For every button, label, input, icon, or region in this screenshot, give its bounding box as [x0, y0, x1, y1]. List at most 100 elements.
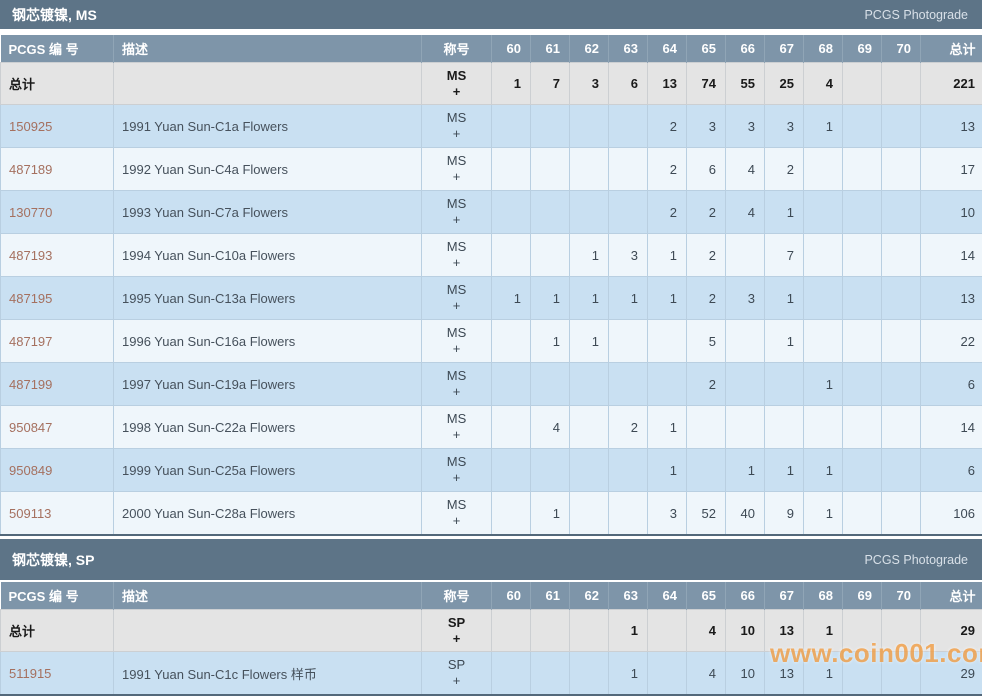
- grade-count: 3: [570, 63, 609, 105]
- total-column-header: 总计: [921, 35, 982, 63]
- pcgs-number-link[interactable]: 150925: [1, 105, 114, 148]
- description-column-header: 描述: [114, 35, 422, 63]
- grade-count: 1: [648, 277, 687, 320]
- grade-count: [804, 191, 843, 234]
- pcgs-number-link[interactable]: 950847: [1, 406, 114, 449]
- pcgs-number-link[interactable]: 487195: [1, 277, 114, 320]
- row-total-count: 10: [921, 191, 982, 234]
- grade-count: [531, 105, 570, 148]
- grade-column-header: 68: [804, 35, 843, 63]
- pcgs-number-link[interactable]: 487193: [1, 234, 114, 277]
- pcgs-number-link[interactable]: 511915: [1, 652, 114, 696]
- row-total-count: 13: [921, 277, 982, 320]
- grade-count: [726, 406, 765, 449]
- grade-count: [570, 610, 609, 652]
- grade-count: 1: [570, 320, 609, 363]
- grade-count: 1: [765, 449, 804, 492]
- grade-column-header: 64: [648, 582, 687, 610]
- grade-count: 1: [804, 652, 843, 696]
- pcgs-photograde-link[interactable]: PCGS Photograde: [864, 553, 968, 567]
- grade-column-header: 60: [492, 35, 531, 63]
- grade-count: [843, 610, 882, 652]
- plus-designation: +: [422, 169, 491, 185]
- grade-count: [882, 105, 921, 148]
- row-total-count: 14: [921, 406, 982, 449]
- grade-count: 9: [765, 492, 804, 536]
- description-cell: 1999 Yuan Sun-C25a Flowers: [114, 449, 422, 492]
- description-cell: 1991 Yuan Sun-C1a Flowers: [114, 105, 422, 148]
- plus-designation: +: [422, 298, 491, 314]
- grade-count: [804, 320, 843, 363]
- designation-cell: MS+: [422, 320, 492, 363]
- grade-count: [609, 105, 648, 148]
- grade-count: [726, 234, 765, 277]
- grade-count: [492, 234, 531, 277]
- pcgs-number-link[interactable]: 487197: [1, 320, 114, 363]
- grade-count: [843, 320, 882, 363]
- description-cell: 1997 Yuan Sun-C19a Flowers: [114, 363, 422, 406]
- grade-count: [492, 191, 531, 234]
- row-total-count: 14: [921, 234, 982, 277]
- grade-count: 7: [765, 234, 804, 277]
- row-total-count: 13: [921, 105, 982, 148]
- section-header-bar: 钢芯镀镍, SP PCGS Photograde: [0, 539, 982, 580]
- grade-count: 74: [687, 63, 726, 105]
- designation-label: SP: [422, 657, 491, 673]
- grade-count: 3: [609, 234, 648, 277]
- grade-count: 40: [726, 492, 765, 536]
- plus-designation: +: [422, 384, 491, 400]
- grade-count: [648, 363, 687, 406]
- description-cell: 1992 Yuan Sun-C4a Flowers: [114, 148, 422, 191]
- grade-count: [492, 610, 531, 652]
- designation-cell: MS+: [422, 277, 492, 320]
- pcgs-number-link[interactable]: 487189: [1, 148, 114, 191]
- grade-count: [687, 406, 726, 449]
- grade-count: [531, 363, 570, 406]
- designation-label: MS: [422, 368, 491, 384]
- description-column-header: 描述: [114, 582, 422, 610]
- grade-count: [648, 320, 687, 363]
- grade-count: [882, 277, 921, 320]
- grade-count: [492, 652, 531, 696]
- designation-label: MS: [422, 196, 491, 212]
- pcgs-number-link[interactable]: 487199: [1, 363, 114, 406]
- grade-count: 2: [648, 148, 687, 191]
- grade-count: 1: [570, 234, 609, 277]
- grade-count: 1: [648, 406, 687, 449]
- grade-column-header: 65: [687, 582, 726, 610]
- designation-cell: MS+: [422, 363, 492, 406]
- pcgs-number-link[interactable]: 130770: [1, 191, 114, 234]
- grade-count: 5: [687, 320, 726, 363]
- row-total-count: 29: [921, 652, 982, 696]
- pcgs-number-column-header: PCGS 编 号: [1, 35, 114, 63]
- grade-count: [492, 406, 531, 449]
- grade-count: [492, 148, 531, 191]
- grade-column-header: 65: [687, 35, 726, 63]
- grade-column-header: 61: [531, 35, 570, 63]
- grade-column-header: 62: [570, 35, 609, 63]
- grade-count: [726, 320, 765, 363]
- grade-count: [843, 63, 882, 105]
- pcgs-number-link[interactable]: 950849: [1, 449, 114, 492]
- grade-count: [843, 105, 882, 148]
- grade-count: 2: [687, 277, 726, 320]
- grade-column-header: 67: [765, 582, 804, 610]
- grade-count: [843, 148, 882, 191]
- plus-designation: +: [422, 126, 491, 142]
- grade-count: [882, 652, 921, 696]
- pcgs-photograde-link[interactable]: PCGS Photograde: [864, 8, 968, 22]
- grade-count: 2: [687, 191, 726, 234]
- designation-label: MS: [422, 411, 491, 427]
- description-cell: [114, 610, 422, 652]
- grade-column-header: 69: [843, 35, 882, 63]
- grade-count: 2: [609, 406, 648, 449]
- grade-count: [648, 610, 687, 652]
- pcgs-number-link[interactable]: 509113: [1, 492, 114, 536]
- grade-count: 1: [804, 449, 843, 492]
- grade-count: 4: [726, 191, 765, 234]
